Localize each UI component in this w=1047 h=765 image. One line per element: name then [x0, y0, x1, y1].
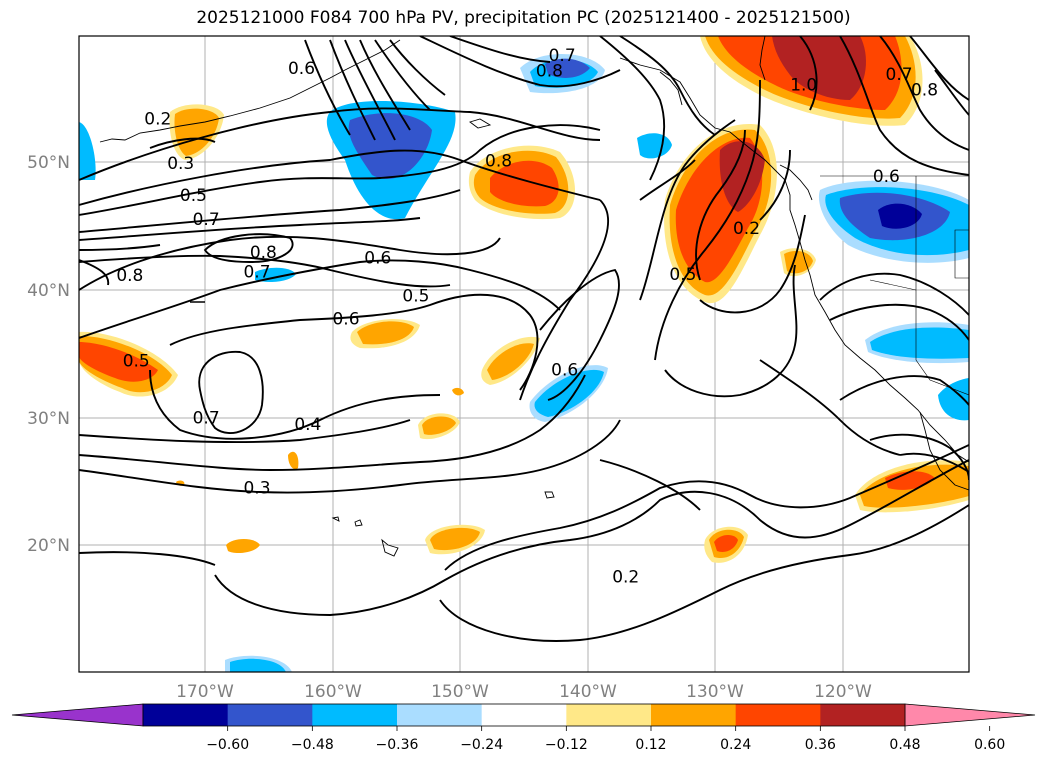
- colorbar-tick-label: 0.60: [974, 737, 1005, 753]
- contour-label: 0.7: [886, 65, 913, 85]
- coastlines: [99, 36, 969, 557]
- lon-label: 160°W: [304, 682, 362, 702]
- colorbar-max-arrow: [904, 703, 1036, 727]
- pv-contours: [79, 36, 969, 642]
- colorbar-min-arrow: [11, 703, 144, 727]
- political-borders: [820, 175, 969, 396]
- colorbar-segment: [397, 704, 483, 726]
- contour-label: 0.2: [612, 568, 639, 588]
- lon-label: 170°W: [176, 682, 234, 702]
- colorbar-tick-label: 0.48: [889, 737, 920, 753]
- contour-label: 0.4: [294, 415, 321, 435]
- map-title: 2025121000 F084 700 hPa PV, precipitatio…: [196, 8, 851, 28]
- contour-label: 0.5: [180, 186, 207, 206]
- contour-label: 0.2: [733, 219, 760, 239]
- colorbar-segment: [143, 704, 229, 726]
- contour-label: 0.7: [549, 46, 576, 66]
- colorbar-tick-label: −0.36: [376, 737, 419, 753]
- colorbar-tick-label: −0.24: [460, 737, 503, 753]
- contour-label: 0.7: [243, 262, 270, 282]
- contour-label: 0.2: [144, 110, 171, 130]
- colorbar-tick-label: −0.48: [291, 737, 334, 753]
- contour-label: 0.8: [116, 266, 143, 286]
- contour-label: 0.7: [193, 409, 220, 429]
- colorbar-tick-label: 0.12: [635, 737, 666, 753]
- lon-label: 150°W: [431, 682, 489, 702]
- latitude-labels: 50°N 40°N 30°N 20°N: [27, 153, 70, 556]
- contour-label: 0.6: [551, 360, 578, 380]
- lat-label: 40°N: [27, 281, 70, 301]
- colorbar-frame: [142, 703, 906, 727]
- colorbar-segment: [651, 704, 737, 726]
- contour-labels: 0.20.30.50.70.80.80.70.60.50.60.80.70.81…: [116, 46, 938, 588]
- contour-label: 0.3: [243, 479, 270, 499]
- colorbar-segment: [481, 704, 567, 726]
- contour-label: 0.7: [193, 210, 220, 230]
- contour-label: 0.6: [332, 309, 359, 329]
- colorbar: −0.60 −0.48 −0.36 −0.24 −0.12 0.12 0.24 0.36 0.4…: [11, 703, 1036, 753]
- contour-label: 1.0: [790, 75, 817, 95]
- lat-label: 20°N: [27, 536, 70, 556]
- colorbar-segment: [312, 704, 398, 726]
- contour-label: 0.5: [669, 265, 696, 285]
- contour-label: 0.6: [873, 167, 900, 187]
- positive-pc-region: [79, 36, 969, 563]
- contour-label: 0.8: [485, 152, 512, 172]
- contour-label: 0.5: [123, 351, 150, 371]
- colorbar-segment: [820, 704, 906, 726]
- lon-label: 140°W: [559, 682, 617, 702]
- colorbar-tick-label: 0.36: [805, 737, 836, 753]
- contour-label: 0.5: [402, 286, 429, 306]
- colorbar-segment: [735, 704, 821, 726]
- contour-label: 0.6: [364, 248, 391, 268]
- contour-label: 0.8: [536, 61, 563, 81]
- contour-label: 0.8: [911, 80, 938, 100]
- lat-label: 50°N: [27, 153, 70, 173]
- colorbar-segment: [566, 704, 652, 726]
- colorbar-segment: [227, 704, 313, 726]
- longitude-labels: 170°W 160°W 150°W 140°W 130°W 120°W: [176, 682, 872, 702]
- colorbar-tick-label: −0.12: [545, 737, 588, 753]
- map-frame: [78, 35, 970, 673]
- precipitation-shading: [79, 36, 969, 672]
- colorbar-tick-label: 0.24: [720, 737, 751, 753]
- lon-label: 130°W: [686, 682, 744, 702]
- colorbar-tick-label: −0.60: [206, 737, 249, 753]
- contour-label: 0.6: [288, 59, 315, 79]
- contour-label: 0.8: [250, 243, 277, 263]
- lat-label: 30°N: [27, 409, 70, 429]
- contour-label: 0.3: [167, 154, 194, 174]
- lon-label: 120°W: [814, 682, 872, 702]
